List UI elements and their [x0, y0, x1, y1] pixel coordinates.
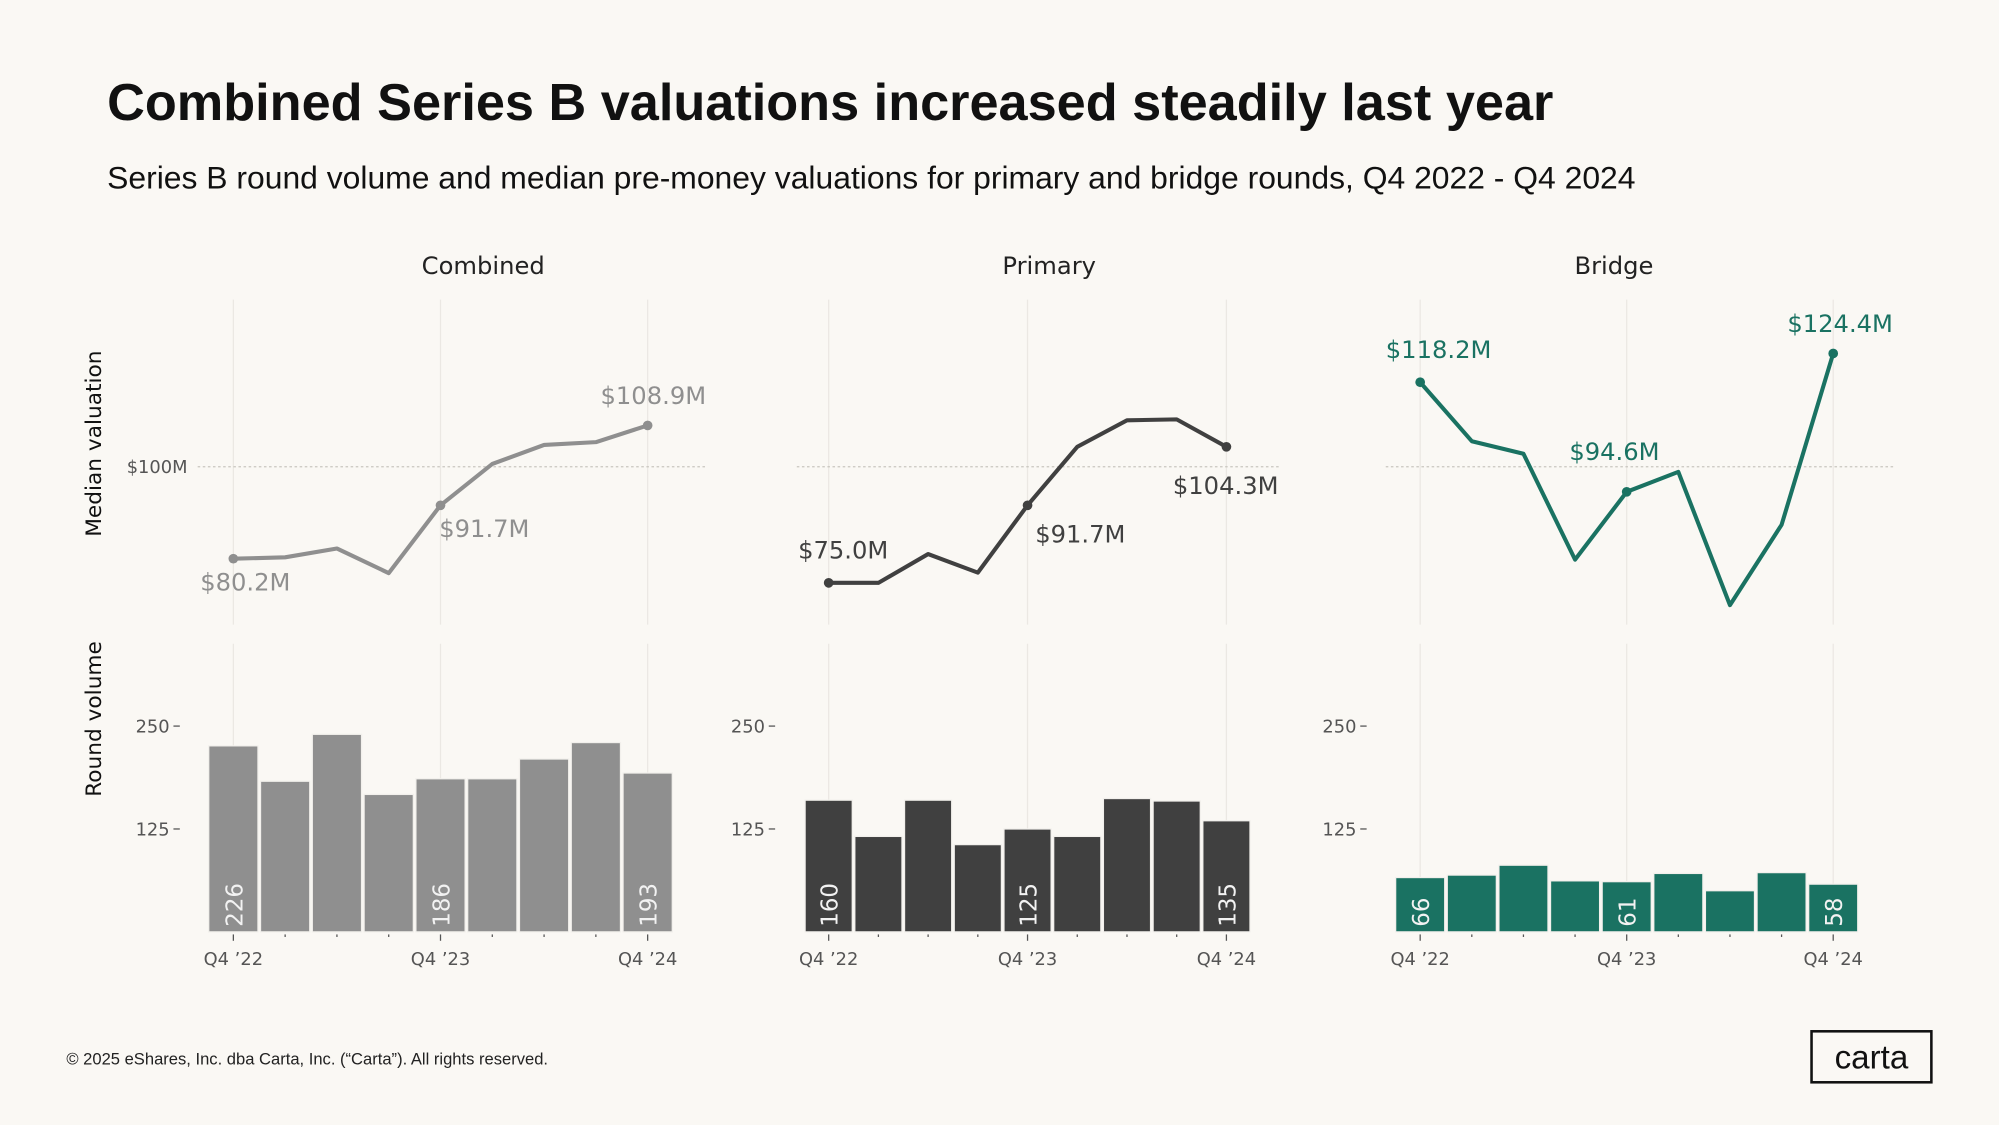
x-tick-label: Q4 ’24	[618, 949, 677, 970]
bar-bridge	[1446, 874, 1497, 933]
data-label-primary: $91.7M	[1035, 520, 1125, 548]
bar-bridge	[1756, 871, 1807, 933]
bar-primary	[1102, 797, 1152, 933]
x-tick-label: Q4 ’24	[1197, 949, 1256, 970]
bar-primary	[903, 799, 953, 933]
bar-primary	[804, 799, 853, 933]
data-label-combined: $108.9M	[600, 382, 706, 410]
bar-primary	[953, 843, 1003, 933]
x-tick-label: Q4 ’23	[411, 949, 470, 970]
y-axis-label-valuation: Median valuation	[82, 351, 107, 537]
x-tick-label: Q4 ’23	[1597, 949, 1656, 970]
data-label-combined: $80.2M	[200, 569, 290, 597]
bar-value-label-primary: 135	[1215, 883, 1241, 927]
bar-value-label-combined: 226	[222, 883, 248, 927]
x-tick-label: Q4 ’22	[799, 949, 858, 970]
y-tick-100m: $100M	[127, 457, 188, 478]
data-label-bridge: $118.2M	[1386, 336, 1492, 364]
y-tick-250: 250	[731, 716, 765, 737]
bar-value-label-bridge: 58	[1822, 898, 1848, 927]
y-tick-250: 250	[1322, 716, 1356, 737]
panel-title-combined: Combined	[422, 252, 545, 280]
x-tick-label: Q4 ’22	[1390, 949, 1449, 970]
bar-primary	[1152, 800, 1201, 933]
bar-bridge	[1601, 881, 1652, 933]
bar-bridge	[1549, 880, 1601, 933]
data-point-bridge	[1828, 348, 1839, 359]
data-label-primary: $75.0M	[798, 537, 888, 565]
y-axis-label-volume: Round volume	[82, 641, 107, 797]
data-point-combined	[435, 500, 446, 511]
bar-bridge	[1498, 864, 1549, 933]
footer-copyright: © 2025 eShares, Inc. dba Carta, Inc. (“C…	[66, 1049, 548, 1068]
bar-combined	[518, 758, 570, 933]
bar-combined	[415, 778, 466, 933]
x-tick-label: Q4 ’23	[998, 949, 1057, 970]
x-tick-label: Q4 ’24	[1804, 949, 1863, 970]
svg-text:carta: carta	[1835, 1039, 1909, 1076]
y-tick-125: 125	[136, 819, 170, 840]
bar-bridge	[1704, 890, 1756, 933]
data-point-combined	[228, 553, 239, 564]
bar-value-label-primary: 160	[818, 883, 844, 927]
bar-bridge	[1395, 876, 1446, 933]
bar-combined	[467, 778, 518, 933]
data-point-primary	[1022, 500, 1033, 511]
bar-value-label-bridge: 61	[1616, 898, 1642, 927]
data-label-bridge: $124.4M	[1787, 310, 1893, 338]
bar-primary	[1202, 820, 1251, 933]
chart-title: Combined Series B valuations increased s…	[107, 74, 1553, 132]
bar-combined	[259, 780, 311, 933]
y-tick-125: 125	[731, 819, 765, 840]
panel-title-bridge: Bridge	[1574, 252, 1653, 280]
carta-logo: carta	[1810, 1030, 1933, 1084]
bar-combined	[311, 733, 363, 933]
data-point-combined	[642, 420, 653, 431]
y-tick-125: 125	[1322, 819, 1356, 840]
data-point-bridge	[1415, 377, 1426, 388]
data-point-primary	[1221, 441, 1232, 452]
bar-bridge	[1653, 872, 1704, 933]
bar-value-label-primary: 125	[1016, 883, 1042, 927]
bar-value-label-combined: 186	[429, 883, 455, 927]
bar-combined	[622, 772, 673, 933]
bar-combined	[208, 745, 259, 933]
bar-primary	[854, 835, 903, 933]
y-tick-250: 250	[136, 716, 170, 737]
chart-subtitle: Series B round volume and median pre-mon…	[107, 160, 1635, 196]
data-label-primary: $104.3M	[1173, 472, 1279, 500]
bar-primary	[1053, 835, 1102, 933]
data-label-bridge: $94.6M	[1569, 438, 1659, 466]
bar-combined	[363, 793, 414, 933]
x-tick-label: Q4 ’22	[204, 949, 263, 970]
panel-title-primary: Primary	[1002, 252, 1096, 280]
bar-combined	[570, 741, 622, 933]
data-point-primary	[823, 578, 834, 588]
bar-bridge	[1808, 883, 1859, 933]
data-label-combined: $91.7M	[439, 515, 529, 543]
bar-value-label-combined: 193	[637, 883, 663, 927]
bar-value-label-bridge: 66	[1409, 898, 1435, 927]
bar-primary	[1003, 828, 1052, 933]
data-point-bridge	[1621, 486, 1632, 497]
